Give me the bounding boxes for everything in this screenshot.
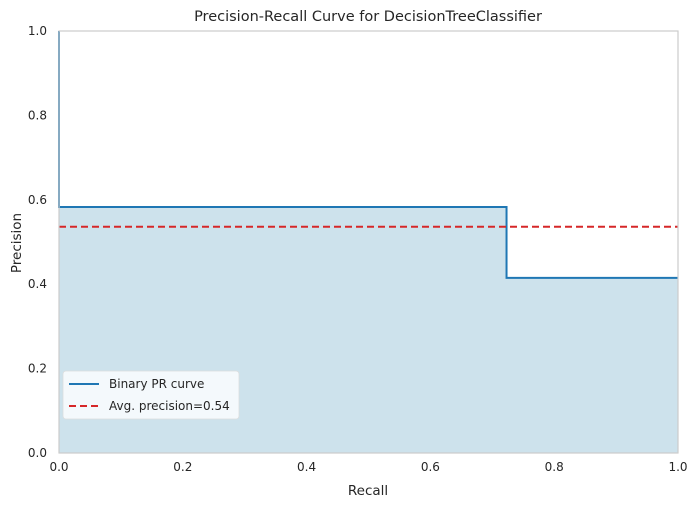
- y-tick-label: 1.0: [28, 24, 47, 38]
- x-tick-label: 0.8: [545, 460, 564, 474]
- y-tick-label: 0.2: [28, 362, 47, 376]
- legend: Binary PR curve Avg. precision=0.54: [62, 370, 240, 420]
- chart-title: Precision-Recall Curve for DecisionTreeC…: [194, 9, 542, 25]
- x-tick-label: 1.0: [668, 460, 687, 474]
- pr-curve-fill: [59, 31, 678, 453]
- legend-box: [62, 370, 240, 420]
- y-tick-label: 0.8: [28, 108, 47, 122]
- y-tick-label: 0.0: [28, 446, 47, 460]
- x-tick-label: 0.0: [49, 460, 68, 474]
- legend-label-avg-precision: Avg. precision=0.54: [109, 399, 230, 413]
- legend-label-pr-curve: Binary PR curve: [109, 377, 204, 391]
- x-tick-label: 0.4: [297, 460, 316, 474]
- y-tick-label: 0.6: [28, 193, 47, 207]
- y-axis-label: Precision: [9, 213, 25, 273]
- axes: 0.0 0.2 0.4 0.6 0.8 1.0 0.0 0.2 0.4 0.6 0.8 1.0: [28, 24, 688, 474]
- x-tick-label: 0.6: [421, 460, 440, 474]
- x-axis-label: Recall: [348, 483, 388, 499]
- x-tick-label: 0.2: [173, 460, 192, 474]
- axes-frame: [58, 30, 679, 454]
- y-tick-label: 0.4: [28, 277, 47, 291]
